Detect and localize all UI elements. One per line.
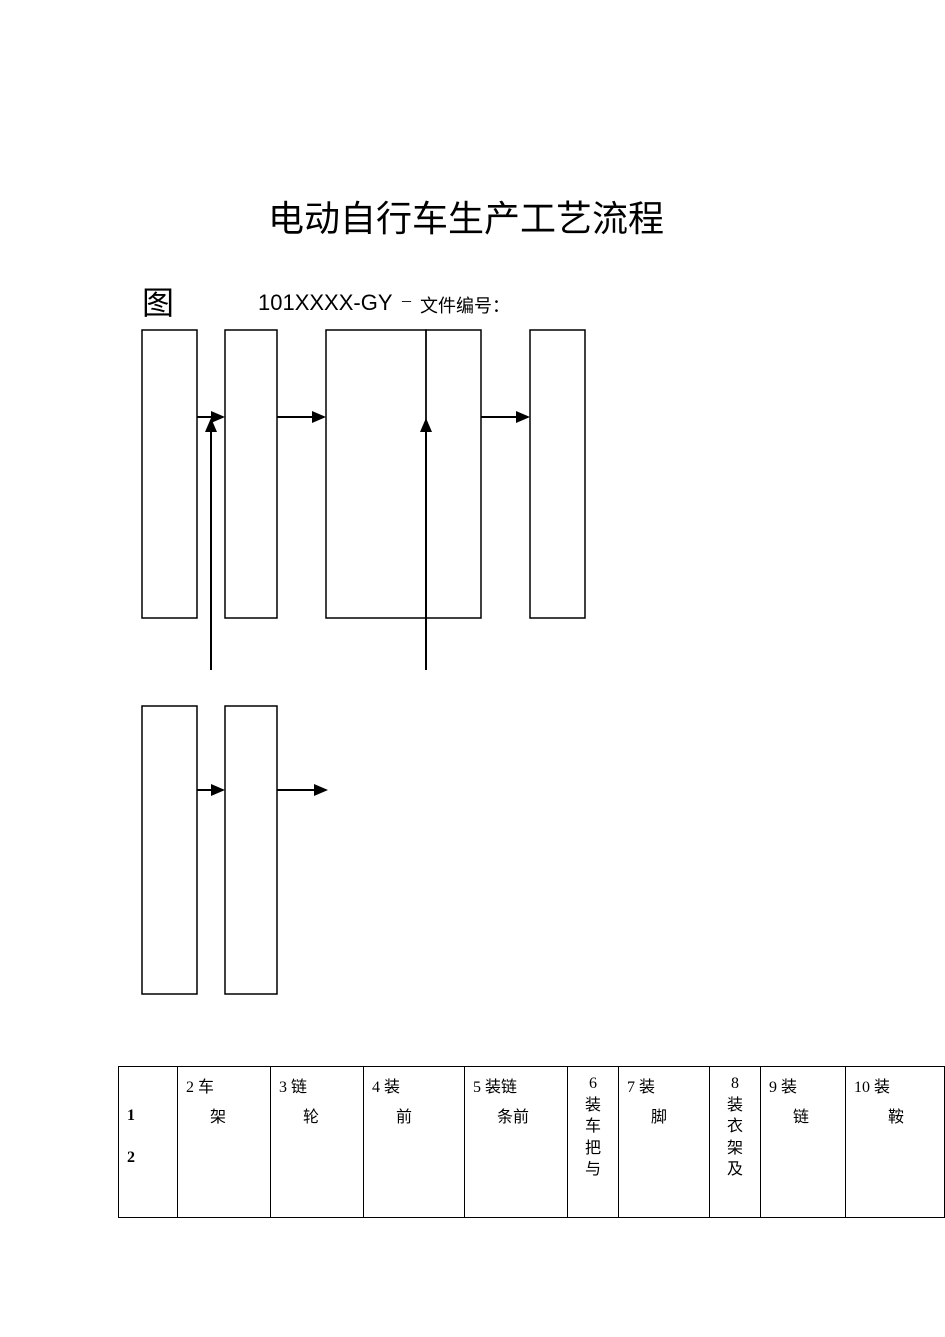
flow-box — [225, 706, 277, 994]
cell-line2: 轮 — [279, 1103, 359, 1133]
cell-num: 6 — [572, 1073, 614, 1095]
flow-box — [530, 330, 585, 618]
table-cell: 6装车把与 — [568, 1067, 619, 1218]
cell-num2: 2 — [127, 1137, 173, 1179]
cell-line1: 5 装链 — [473, 1073, 563, 1103]
cell-line2: 链 — [769, 1103, 841, 1133]
cell-char: 把 — [572, 1138, 614, 1160]
cell-char: 装 — [714, 1095, 756, 1117]
table-cell: 3 链轮 — [271, 1067, 364, 1218]
cell-num: 1 — [127, 1095, 173, 1137]
flow-box — [142, 706, 197, 994]
cell-char: 及 — [714, 1159, 756, 1181]
table-cell: 7 装脚 — [619, 1067, 710, 1218]
cell-line1: 4 装 — [372, 1073, 460, 1103]
cell-line1: 9 装 — [769, 1073, 841, 1103]
cell-char: 车 — [572, 1116, 614, 1138]
process-table: 122 车架3 链轮4 装前5 装链条前6装车把与7 装脚8装衣架及9 装链10… — [118, 1066, 945, 1218]
cell-line1: 7 装 — [627, 1073, 705, 1103]
flow-box — [225, 330, 277, 618]
cell-line1: 2 车 — [186, 1073, 266, 1103]
cell-line1: 3 链 — [279, 1073, 359, 1103]
cell-line2: 脚 — [627, 1103, 705, 1133]
cell-num: 8 — [714, 1073, 756, 1095]
flow-box — [142, 330, 197, 618]
cell-line1: 10 装 — [854, 1073, 940, 1103]
flow-box — [426, 330, 481, 618]
table-cell: 4 装前 — [364, 1067, 465, 1218]
cell-char: 装 — [572, 1095, 614, 1117]
cell-char: 衣 — [714, 1116, 756, 1138]
flow-box — [326, 330, 426, 618]
cell-line2: 前 — [372, 1103, 460, 1133]
cell-line2: 架 — [186, 1103, 266, 1133]
cell-char: 架 — [714, 1138, 756, 1160]
table-cell: 8装衣架及 — [710, 1067, 761, 1218]
cell-char: 与 — [572, 1159, 614, 1181]
table-cell: 12 — [119, 1067, 178, 1218]
table-row: 122 车架3 链轮4 装前5 装链条前6装车把与7 装脚8装衣架及9 装链10… — [119, 1067, 945, 1218]
table-cell: 2 车架 — [178, 1067, 271, 1218]
process-table-wrap: 122 车架3 链轮4 装前5 装链条前6装车把与7 装脚8装衣架及9 装链10… — [118, 1066, 945, 1218]
table-cell: 10 装鞍 — [846, 1067, 945, 1218]
cell-line2: 条前 — [473, 1103, 563, 1133]
table-cell: 9 装链 — [761, 1067, 846, 1218]
table-cell: 5 装链条前 — [465, 1067, 568, 1218]
cell-line2: 鞍 — [854, 1103, 940, 1133]
